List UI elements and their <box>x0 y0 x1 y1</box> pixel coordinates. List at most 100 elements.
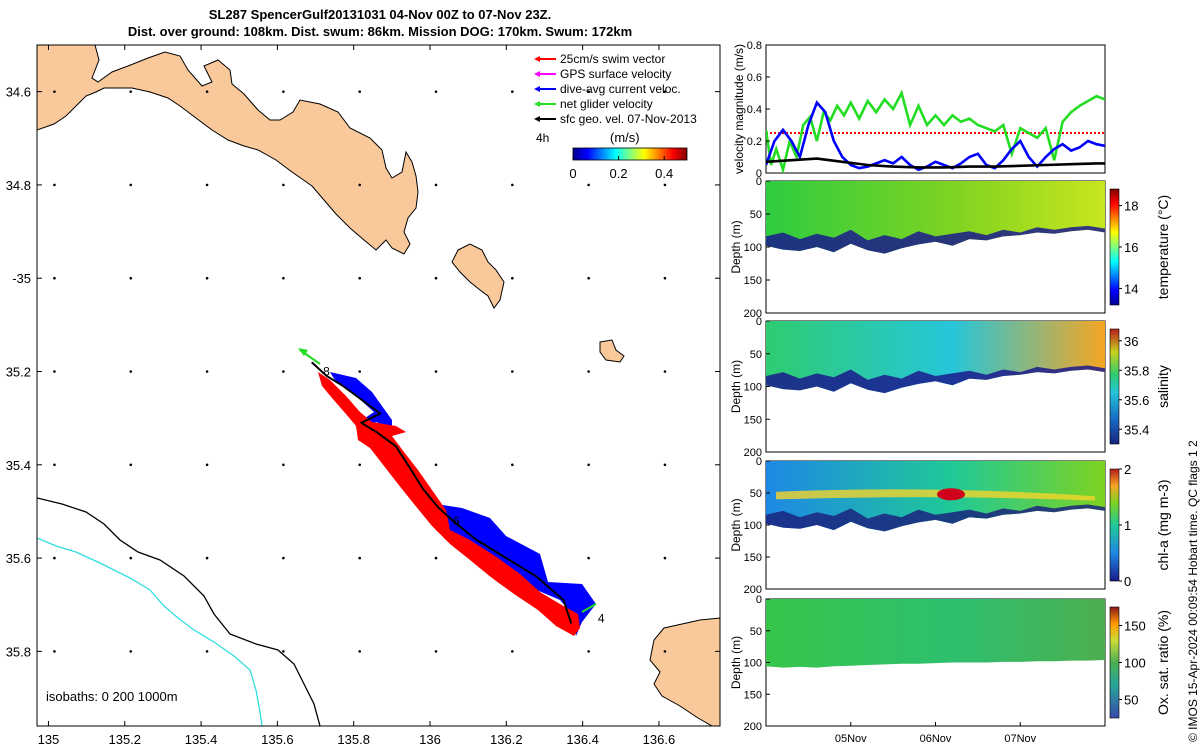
grid-dot <box>129 650 133 653</box>
legend-arrowhead <box>534 56 540 62</box>
colorbar-tick-label: 150 <box>1124 619 1146 634</box>
velocity-frame <box>765 44 1106 174</box>
map-xtick-label: 135.8 <box>337 732 370 747</box>
colorbar-tick-label: 16 <box>1124 240 1138 255</box>
grid-dot <box>205 90 209 93</box>
net-velocity-arrows <box>298 348 597 613</box>
colorbar-tick-label: 50 <box>1124 693 1138 708</box>
colorbar-tick-label: 0 <box>1124 574 1131 589</box>
grid-dot <box>358 556 361 560</box>
isobath-1000m <box>37 537 263 726</box>
legend-arrowhead <box>534 86 540 92</box>
colorbar-unit: (m/s) <box>610 130 640 145</box>
grid-dot <box>511 650 514 653</box>
map-xtick-label: 135.6 <box>261 732 294 747</box>
grid-dot <box>587 183 590 187</box>
grid-dot <box>358 90 361 93</box>
map-ytick-label: 35.8 <box>6 644 31 659</box>
grid-dot <box>205 556 209 560</box>
land-eyre-peninsula <box>37 45 419 255</box>
gridded-current-dots <box>53 90 667 653</box>
map-xtick-label: 135 <box>38 732 60 747</box>
colorbar-tick-label: 36 <box>1124 334 1138 349</box>
grid-dot <box>53 650 56 653</box>
grid-dot <box>511 463 514 467</box>
depth-tick-label: 100 <box>744 242 762 254</box>
grid-dot <box>129 90 133 93</box>
section-panel-2: 0 50 100 150 200 Depth (m) 35.4 35.6 35.8 36 salin… <box>729 316 1171 459</box>
land-areas <box>37 45 720 726</box>
depth-axis-label: Depth (m) <box>729 360 743 413</box>
grid-dot <box>663 276 667 280</box>
current-band <box>330 372 596 636</box>
map-ytick-label: -35 <box>12 271 31 286</box>
map-ytick-label: 35.6 <box>6 551 31 566</box>
depth-tick-label: 150 <box>744 552 762 564</box>
grid-dot <box>434 650 438 653</box>
section-colorbar <box>1109 606 1120 719</box>
grid-dot <box>53 276 56 280</box>
depth-tick-label: 150 <box>744 414 762 426</box>
grid-dot <box>663 90 667 93</box>
grid-dot <box>511 370 514 373</box>
legend-label: net glider velocity <box>560 97 653 111</box>
depth-tick-label: 100 <box>744 382 762 394</box>
colorbar-tick-label: 18 <box>1124 199 1138 214</box>
depth-tick-label: 50 <box>750 626 762 638</box>
section-panel-1: 0 50 100 150 200 Depth (m) 14 16 18 temperature (… <box>729 176 1171 320</box>
time-tick-label: 06Nov <box>920 733 952 745</box>
grid-dot <box>53 556 56 560</box>
grid-dot <box>587 276 590 280</box>
grid-dot <box>53 370 56 373</box>
map-xtick-label: 135.4 <box>185 732 218 747</box>
section-deep-layer <box>766 504 1105 532</box>
grid-dot <box>663 183 667 187</box>
grid-dot <box>663 556 667 560</box>
colorbar-label: temperature (°C) <box>1155 195 1171 299</box>
section-deep-layer <box>766 365 1105 394</box>
day-label: 4 <box>598 612 605 626</box>
legend-arrowhead <box>534 71 540 77</box>
grid-dot <box>282 650 285 653</box>
depth-tick-label: 0 <box>756 176 762 188</box>
map-ytick-label: 34.8 <box>6 178 31 193</box>
section-colorbar <box>1109 468 1120 582</box>
grid-dot <box>129 463 133 467</box>
section-colorbar <box>1109 188 1120 306</box>
grid-dot <box>587 463 590 467</box>
day-label: 6 <box>453 514 460 528</box>
velocity-panel: 0 0.2 0.4 0.6 0.8 velocity magnitude (m/s) <box>732 40 1106 180</box>
colorbar-tick-label: 0.4 <box>655 166 673 181</box>
grid-dot <box>511 90 514 93</box>
legend-extra-4h: 4h <box>536 131 549 145</box>
section-colorbar <box>1109 328 1120 445</box>
colorbar-tick-label: 35.4 <box>1124 422 1149 437</box>
velocity-ytick-label: 0.2 <box>747 136 762 148</box>
velocity-ylabel: velocity magnitude (m/s) <box>732 44 746 174</box>
grid-dot <box>434 183 438 187</box>
grid-dot <box>129 370 133 373</box>
map-frame <box>36 44 721 727</box>
imos-credit: © IMOS 15-Apr-2024 00:09:54 Hobart time.… <box>1186 440 1200 742</box>
map-axes: 135 135.2 135.4 135.6 135.8 136 136.2 136.4 136.… <box>6 45 720 747</box>
isobath-200m <box>37 497 321 726</box>
grid-dot <box>53 90 56 93</box>
colorbar-tick-label: 35.6 <box>1124 393 1149 408</box>
depth-tick-label: 200 <box>744 584 762 596</box>
day-label: 8 <box>323 365 330 379</box>
grid-dot <box>358 183 361 187</box>
map-ytick-label: 35.4 <box>6 458 31 473</box>
depth-tick-label: 0 <box>756 316 762 328</box>
depth-tick-label: 50 <box>750 209 762 221</box>
velocity-ytick-label: 0.6 <box>747 72 762 84</box>
grid-dot <box>434 370 438 373</box>
grid-dot <box>511 276 514 280</box>
map-panel: 4 6 8 135 135.2 135.4 135.6 135.8 136 136.2 136.4… <box>6 44 721 747</box>
section-panel-4: 0 50 100 150 200 Depth (m) 50 100 150 Ox. sat. ra… <box>729 594 1171 745</box>
time-tick-label: 05Nov <box>835 733 867 745</box>
grid-dot <box>53 463 56 467</box>
figure-title-line2: Dist. over ground: 108km. Dist. swum: 86… <box>127 24 633 39</box>
